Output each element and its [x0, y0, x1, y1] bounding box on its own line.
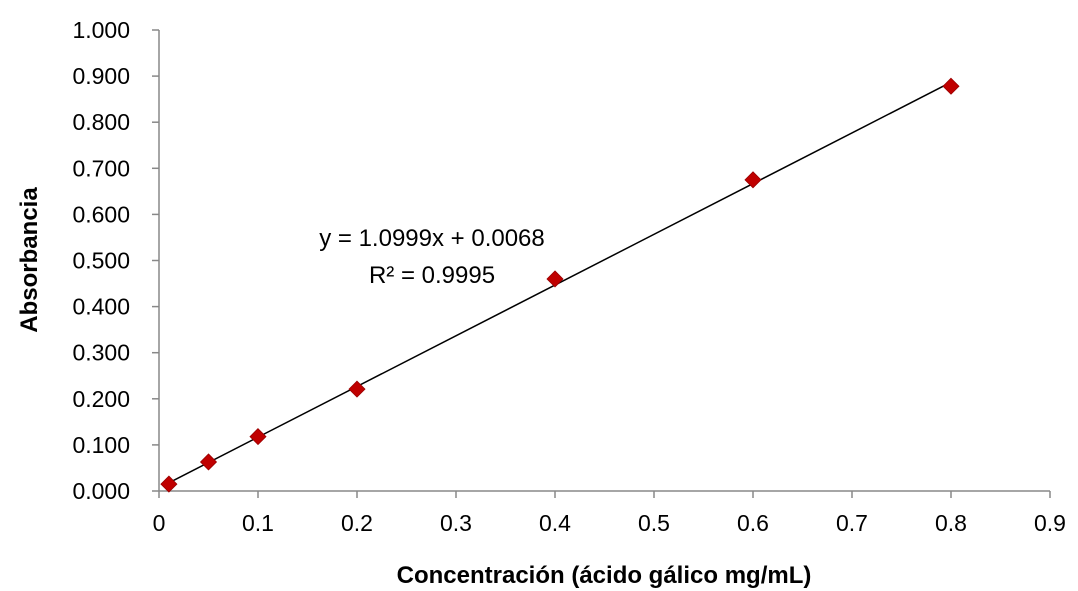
data-point: [199, 453, 218, 471]
data-point: [546, 270, 564, 288]
x-ticks: 0 0.1 0.2 0.3 0.4 0.5 0.6 0.7 0.8 0.9: [153, 491, 1066, 536]
x-tick-label: 0.1: [242, 510, 274, 536]
y-tick-label: 1.000: [72, 17, 130, 43]
y-tick-label: 0.300: [72, 340, 130, 366]
data-point: [348, 380, 366, 398]
x-tick-label: 0.3: [440, 510, 472, 536]
data-point: [249, 428, 267, 446]
x-axis-title: Concentración (ácido gálico mg/mL): [397, 562, 812, 589]
y-tick-label: 0.700: [72, 155, 130, 181]
data-point: [744, 171, 762, 189]
y-tick-label: 0.500: [72, 248, 130, 274]
x-tick-label: 0.6: [737, 510, 769, 536]
x-tick-label: 0.8: [935, 510, 967, 536]
y-tick-label: 0.600: [72, 201, 130, 227]
x-tick-label: 0.5: [638, 510, 670, 536]
y-tick-label: 0.800: [72, 109, 130, 135]
data-point: [160, 475, 178, 493]
y-tick-label: 0.200: [72, 386, 130, 412]
trendline-r-squared: R² = 0.9995: [369, 262, 495, 289]
x-tick-label: 0.4: [539, 510, 571, 536]
y-axis-title: Absorbancia: [16, 187, 43, 333]
y-tick-label: 0.900: [72, 63, 130, 89]
trendline-equation: y = 1.0999x + 0.0068: [319, 225, 545, 252]
y-tick-label: 0.100: [72, 432, 130, 458]
data-point: [942, 77, 960, 95]
y-tick-label: 0.000: [72, 478, 130, 504]
y-ticks: 0.000 0.100 0.200 0.300 0.400 0.500 0.600 0.700…: [72, 17, 159, 504]
points-layer: [160, 77, 960, 493]
x-tick-label: 0: [153, 510, 166, 536]
x-tick-label: 0.7: [836, 510, 868, 536]
x-tick-label: 0.2: [341, 510, 373, 536]
x-tick-label: 0.9: [1034, 510, 1066, 536]
y-tick-label: 0.400: [72, 294, 130, 320]
